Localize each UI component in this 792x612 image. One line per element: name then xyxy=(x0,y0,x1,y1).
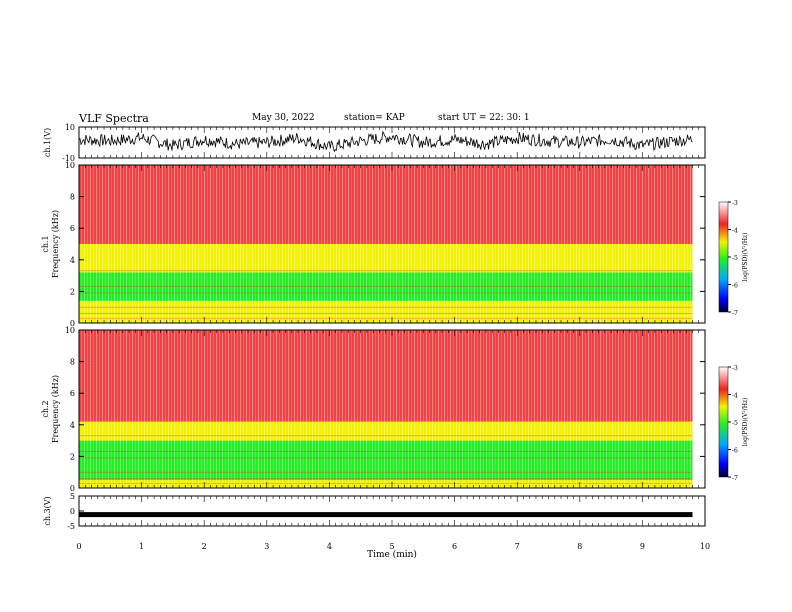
ch3-waveform-line xyxy=(79,512,693,518)
station-label: station= KAP xyxy=(344,113,405,123)
xaxis-label: Time (min) xyxy=(367,549,417,560)
xtick-label: 0 xyxy=(76,542,81,551)
xtick-label: 4 xyxy=(327,542,332,551)
xtick-label: 9 xyxy=(640,542,645,551)
ytick-label: 2 xyxy=(70,452,75,461)
spectrogram-texture xyxy=(79,330,693,488)
colorbar-tick-label: -7 xyxy=(732,310,738,317)
start-time-label: start UT = 22: 30: 1 xyxy=(438,113,530,123)
spectrogram-channel-label: ch.1 xyxy=(41,235,50,252)
colorbar-tick-label: -3 xyxy=(732,200,738,207)
colorbar-tick-label: -4 xyxy=(732,393,738,400)
xtick-label: 7 xyxy=(515,542,520,551)
colorbar-tick-label: -6 xyxy=(732,448,738,455)
colorbar-tick-label: -6 xyxy=(732,283,738,290)
date-label: May 30, 2022 xyxy=(252,113,315,123)
ch1-ytick-label: -10 xyxy=(62,154,75,163)
xtick-label: 3 xyxy=(264,542,269,551)
colorbar-label: log(PSD)(V²/Hz) xyxy=(742,398,749,447)
spectrogram-ylabel: Frequency (kHz) xyxy=(51,375,60,443)
ch1-trace-group xyxy=(79,130,693,153)
ytick-label: 0 xyxy=(70,484,75,493)
ytick-label: 8 xyxy=(70,358,75,367)
colorbar-label: log(PSD)(V²/Hz) xyxy=(742,233,749,282)
ch3-ytick-label: -5 xyxy=(67,522,75,531)
colorbar-tick-label: -7 xyxy=(732,475,738,482)
ytick-label: 6 xyxy=(70,389,75,398)
xtick-label: 5 xyxy=(389,542,394,551)
colorbar xyxy=(718,366,729,478)
xtick-label: 10 xyxy=(700,542,710,551)
ytick-label: 10 xyxy=(65,161,75,170)
xtick-label: 8 xyxy=(577,542,582,551)
colorbar-tick-label: -4 xyxy=(732,228,738,235)
spectrogram-ylabel: Frequency (kHz) xyxy=(51,210,60,278)
colorbar-tick-label: -5 xyxy=(732,255,738,262)
colorbar-tick-label: -5 xyxy=(732,420,738,427)
ch3-ytick-label: 0 xyxy=(70,507,75,516)
xtick-label: 6 xyxy=(452,542,457,551)
ch3-trace-group xyxy=(79,512,693,518)
figure-title: VLF Spectra xyxy=(79,112,149,125)
ytick-label: 8 xyxy=(70,193,75,202)
ytick-label: 4 xyxy=(70,421,75,430)
ytick-label: 4 xyxy=(70,256,75,265)
ch1-ytick-label: 10 xyxy=(65,123,75,132)
ytick-label: 0 xyxy=(70,319,75,328)
ch1-waveform-line xyxy=(79,130,693,153)
ch3-ylabel: ch.3(V) xyxy=(43,496,52,525)
spectrogram-texture xyxy=(79,165,693,323)
xtick-label: 2 xyxy=(202,542,207,551)
colorbar-tick-label: -3 xyxy=(732,365,738,372)
ytick-label: 6 xyxy=(70,224,75,233)
ytick-label: 2 xyxy=(70,287,75,296)
spectrogram-channel-label: ch.2 xyxy=(41,400,50,417)
colorbar xyxy=(718,201,729,313)
xtick-label: 1 xyxy=(139,542,144,551)
ch1-ylabel: ch.1(V) xyxy=(43,128,52,157)
ch3-ytick-label: 5 xyxy=(70,492,75,501)
ytick-label: 10 xyxy=(65,326,75,335)
